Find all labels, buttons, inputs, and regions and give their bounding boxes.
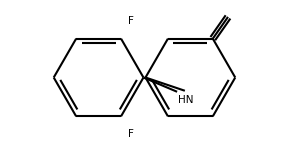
Text: HN: HN — [178, 95, 193, 105]
Text: F: F — [128, 129, 134, 139]
Text: F: F — [128, 16, 134, 26]
